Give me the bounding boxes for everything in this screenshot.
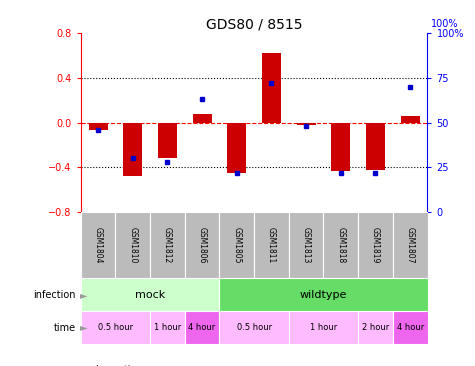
Text: GSM1811: GSM1811 [267,227,276,264]
Text: GSM1819: GSM1819 [371,227,380,264]
Bar [331,123,351,171]
Text: 1 hour: 1 hour [154,323,181,332]
Bar [323,212,358,278]
Bar [366,123,385,170]
Text: log ratio: log ratio [96,365,137,366]
Bar [192,114,212,123]
Text: GSM1805: GSM1805 [232,227,241,264]
Bar [81,311,150,344]
Bar [81,212,115,278]
Bar [123,123,142,176]
Bar [289,212,323,278]
Text: GSM1813: GSM1813 [302,227,311,264]
Bar [262,53,281,123]
Title: GDS80 / 8515: GDS80 / 8515 [206,18,303,32]
Text: 4 hour: 4 hour [189,323,216,332]
Text: mock: mock [135,290,165,300]
Text: 0.5 hour: 0.5 hour [98,323,133,332]
Bar [185,311,219,344]
Text: 4 hour: 4 hour [397,323,424,332]
Text: GSM1812: GSM1812 [163,227,172,264]
Bar [115,212,150,278]
Bar [219,212,254,278]
Text: 2 hour: 2 hour [362,323,389,332]
Bar [81,278,219,311]
Bar [400,116,420,123]
Text: GSM1810: GSM1810 [128,227,137,264]
Text: GSM1806: GSM1806 [198,227,207,264]
Bar [150,311,185,344]
Bar [185,212,219,278]
Bar [227,123,247,173]
Text: 100%: 100% [431,19,458,29]
Bar [254,212,289,278]
Bar [358,212,393,278]
Text: wildtype: wildtype [300,290,347,300]
Bar [393,212,428,278]
Bar [393,311,428,344]
Bar [219,311,289,344]
Text: infection: infection [34,290,76,300]
Bar [88,123,108,130]
Bar [219,278,428,311]
Text: GSM1807: GSM1807 [406,227,415,264]
Bar [150,212,185,278]
Text: ►: ► [80,290,87,300]
Bar [358,311,393,344]
Text: time: time [54,322,76,333]
Text: 1 hour: 1 hour [310,323,337,332]
Bar [289,311,358,344]
Text: GSM1804: GSM1804 [94,227,103,264]
Text: GSM1818: GSM1818 [336,227,345,264]
Bar [158,123,177,158]
Bar [296,123,316,125]
Text: 0.5 hour: 0.5 hour [237,323,272,332]
Text: ►: ► [80,322,87,333]
